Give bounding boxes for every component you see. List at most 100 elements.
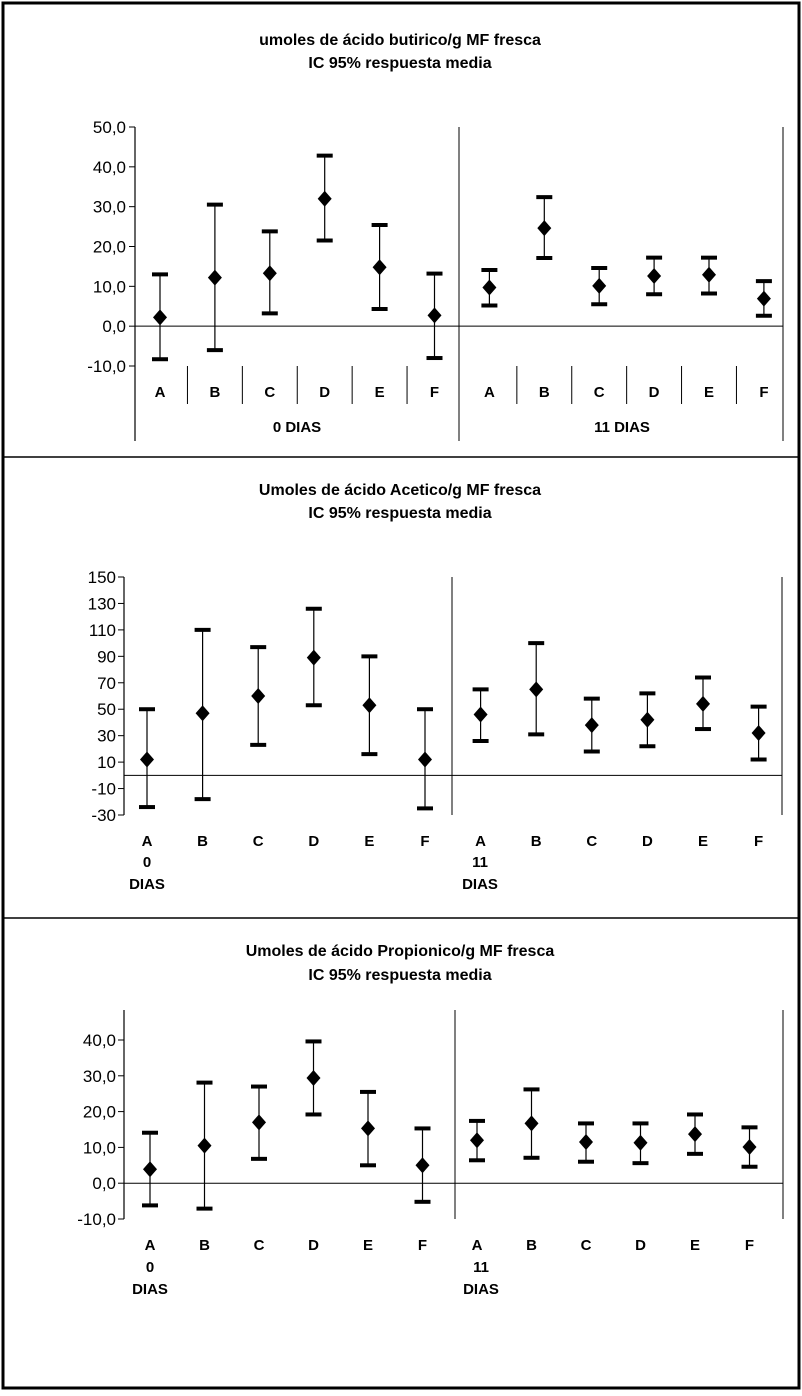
propionico-category-label: F	[418, 1237, 427, 1254]
acetico-point	[584, 717, 599, 734]
acetico-point	[418, 751, 432, 768]
acetico-group-label: 11	[472, 854, 488, 871]
propionico-point	[524, 1115, 539, 1132]
acetico-category-label: A	[475, 833, 486, 850]
propionico-y-tick-label: -10,0	[77, 1210, 116, 1229]
butirico-y-tick-label: 40,0	[93, 158, 126, 177]
butirico-group-label: 11 DIAS	[594, 419, 650, 436]
butirico-y-tick-label: 20,0	[93, 238, 126, 257]
acetico-category-label: A	[142, 833, 153, 850]
acetico-group-label: DIAS	[129, 876, 165, 893]
acetico-point	[362, 697, 377, 714]
butirico-category-label: E	[375, 384, 385, 401]
butirico-panel: umoles de ácido butirico/g MF fresca IC …	[87, 32, 784, 441]
butirico-plot: 50,0 40,0 30,0 20,0 10,0 0,0 -10,0 A B C D E F A B C D E F…	[87, 118, 784, 441]
butirico-y-tick-label: 30,0	[93, 198, 126, 217]
acetico-category-label: C	[586, 833, 597, 850]
butirico-category-label: C	[594, 384, 605, 401]
propionico-y-tick-label: 0,0	[92, 1174, 116, 1193]
propionico-category-label: B	[526, 1237, 537, 1254]
butirico-y-tick-label: -10,0	[87, 357, 126, 376]
butirico-title: umoles de ácido butirico/g MF fresca	[259, 32, 541, 49]
propionico-y-tick-label: 30,0	[83, 1067, 116, 1086]
propionico-point	[143, 1161, 157, 1178]
butirico-category-label: D	[649, 384, 660, 401]
acetico-category-label: F	[754, 833, 763, 850]
acetico-category-label: C	[253, 833, 264, 850]
acetico-plot: 150 130 110 90 70 50 30 10 -10 -30 A B C D E F A B C D E F 0 DI…	[88, 568, 783, 893]
acetico-point	[251, 688, 266, 704]
propionico-category-label: A	[145, 1237, 156, 1254]
acetico-point	[751, 725, 766, 742]
acetico-y-tick-label: 10	[97, 753, 116, 772]
butirico-category-label: E	[704, 384, 714, 401]
propionico-group-label: 0	[146, 1259, 154, 1276]
butirico-y-tick-label: 10,0	[93, 277, 126, 296]
propionico-group-label: DIAS	[463, 1281, 499, 1298]
butirico-y-tick-label: 50,0	[93, 118, 126, 137]
propionico-category-label: C	[581, 1237, 592, 1254]
butirico-point	[537, 220, 552, 237]
propionico-point	[306, 1069, 321, 1086]
acetico-y-tick-label: 150	[88, 568, 116, 587]
butirico-point	[317, 190, 332, 207]
butirico-point	[702, 266, 716, 283]
propionico-y-tick-label: 10,0	[83, 1138, 116, 1157]
butirico-category-label: C	[264, 384, 275, 401]
butirico-category-label: F	[430, 384, 439, 401]
acetico-point	[195, 705, 210, 722]
acetico-point	[640, 711, 655, 728]
butirico-point	[427, 307, 442, 324]
propionico-point	[415, 1157, 430, 1174]
propionico-group-label: DIAS	[132, 1281, 168, 1298]
acetico-point	[140, 751, 154, 768]
acetico-y-tick-label: 50	[97, 700, 116, 719]
acetico-category-label: E	[698, 833, 708, 850]
propionico-point	[252, 1114, 266, 1131]
acetico-y-tick-label: 90	[97, 647, 116, 666]
propionico-subtitle: IC 95% respuesta media	[308, 967, 491, 984]
acetico-category-label: E	[364, 833, 374, 850]
butirico-subtitle: IC 95% respuesta media	[308, 55, 491, 72]
propionico-point	[470, 1132, 484, 1149]
propionico-plot: 40,0 30,0 20,0 10,0 0,0 -10,0 A B C D E F A B C D E F 0 DIA…	[77, 1010, 784, 1298]
butirico-point	[592, 277, 607, 294]
propionico-point	[197, 1137, 212, 1154]
propionico-point	[579, 1134, 593, 1151]
propionico-point	[633, 1134, 648, 1151]
acetico-y-tick-label: 30	[97, 727, 116, 746]
acetico-category-label: F	[420, 833, 429, 850]
propionico-category-label: F	[745, 1237, 754, 1254]
propionico-category-label: D	[635, 1237, 646, 1254]
acetico-point	[306, 649, 321, 666]
propionico-y-tick-label: 40,0	[83, 1031, 116, 1050]
butirico-y-tick-label: 0,0	[102, 317, 126, 336]
propionico-point	[742, 1139, 757, 1156]
acetico-title: Umoles de ácido Acetico/g MF fresca	[259, 482, 541, 499]
acetico-group-label: DIAS	[462, 876, 498, 893]
butirico-category-label: A	[484, 384, 495, 401]
acetico-panel: Umoles de ácido Acetico/g MF fresca IC 9…	[88, 482, 783, 893]
propionico-category-label: C	[254, 1237, 265, 1254]
butirico-point	[482, 279, 497, 296]
acetico-y-tick-label: 130	[88, 594, 116, 613]
propionico-panel: Umoles de ácido Propionico/g MF fresca I…	[77, 943, 784, 1298]
butirico-category-label: F	[759, 384, 768, 401]
propionico-category-label: E	[690, 1237, 700, 1254]
propionico-title: Umoles de ácido Propionico/g MF fresca	[246, 943, 555, 960]
propionico-point	[361, 1120, 375, 1137]
propionico-y-tick-label: 20,0	[83, 1103, 116, 1122]
butirico-point	[372, 259, 387, 276]
butirico-category-label: B	[209, 384, 220, 401]
butirico-group-label: 0 DIAS	[273, 419, 321, 436]
propionico-category-label: D	[308, 1237, 319, 1254]
propionico-category-label: E	[363, 1237, 373, 1254]
propionico-category-label: A	[472, 1237, 483, 1254]
propionico-point	[688, 1126, 702, 1143]
acetico-subtitle: IC 95% respuesta media	[308, 505, 491, 522]
acetico-group-label: 0	[143, 854, 151, 871]
butirico-point	[262, 265, 277, 282]
